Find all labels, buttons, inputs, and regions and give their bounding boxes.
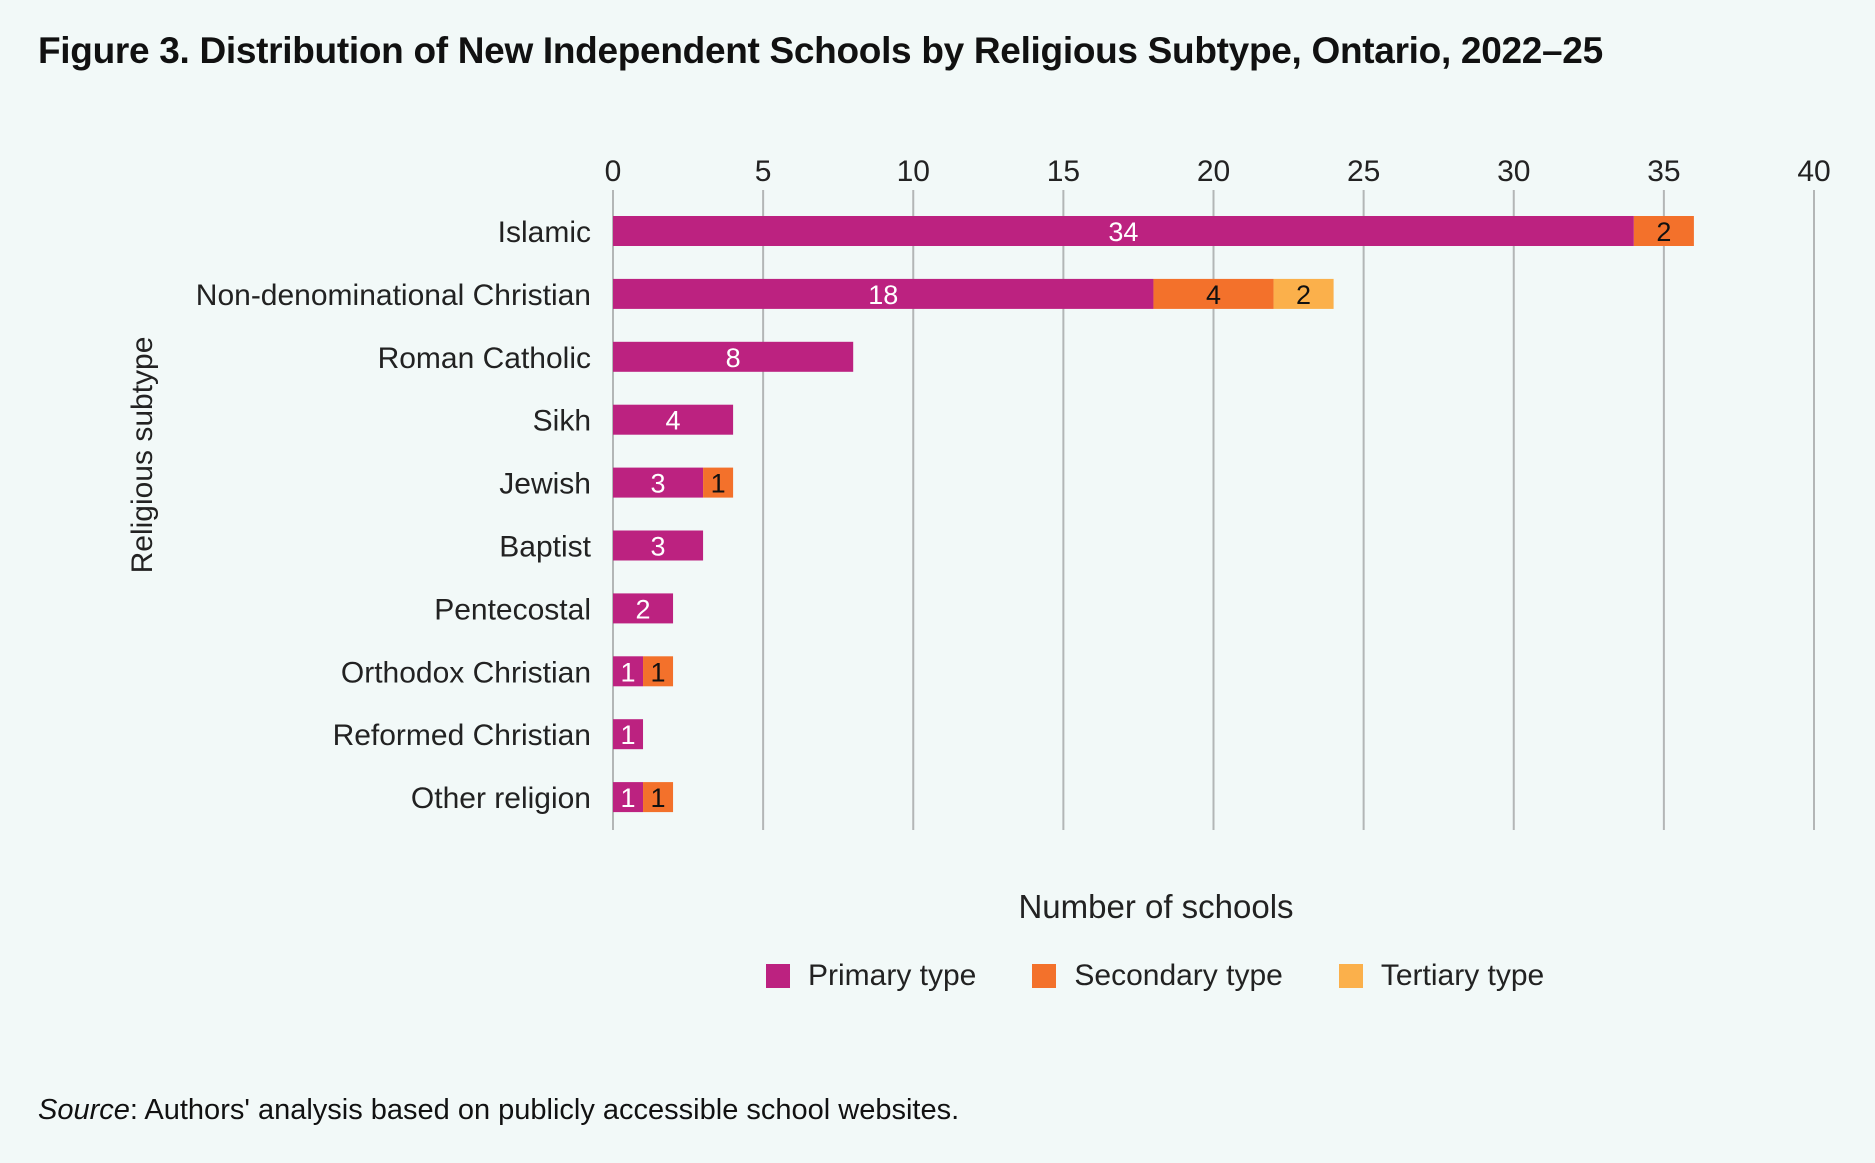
bar-segment: [613, 593, 674, 624]
data-label: 3: [651, 532, 666, 562]
bar-segment: [1273, 278, 1334, 309]
source-note: Source: Authors' analysis based on publi…: [38, 1094, 959, 1127]
legend-item-primary: Primary type: [766, 959, 976, 993]
data-label: 2: [1296, 280, 1311, 310]
x-tick-label: 10: [897, 155, 930, 188]
figure-title: Figure 3. Distribution of New Independen…: [38, 30, 1603, 71]
legend-label-secondary: Secondary type: [1074, 959, 1283, 992]
data-label: 34: [1108, 217, 1138, 247]
x-tick-label: 35: [1647, 155, 1680, 188]
legend-label-primary: Primary type: [808, 959, 977, 992]
category-label: Reformed Christian: [333, 719, 591, 752]
category-label: Jewish: [499, 468, 591, 501]
legend-swatch-tertiary: [1338, 964, 1363, 988]
category-label: Baptist: [499, 531, 591, 564]
x-tick-label: 25: [1347, 155, 1380, 188]
data-label: 1: [651, 657, 666, 687]
bar-segment: [613, 278, 1154, 309]
bar-segment: [613, 782, 644, 813]
data-label: 1: [620, 783, 635, 813]
x-tick-label: 20: [1197, 155, 1230, 188]
legend-label-tertiary: Tertiary type: [1380, 959, 1545, 992]
legend-swatch-primary: [766, 964, 790, 988]
x-axis-title: Number of schools: [1018, 888, 1293, 925]
data-label: 2: [636, 594, 651, 624]
bar-segment: [703, 467, 734, 498]
legend-item-tertiary: Tertiary type: [1338, 959, 1545, 993]
category-label: Orthodox Christian: [341, 656, 591, 689]
data-label: 2: [1656, 217, 1671, 247]
category-label: Sikh: [533, 405, 591, 438]
category-label: Roman Catholic: [378, 342, 591, 375]
data-label: 18: [868, 280, 898, 310]
x-tick-label: 30: [1497, 155, 1530, 188]
category-label: Islamic: [498, 216, 591, 249]
x-tick-label: 5: [755, 155, 772, 188]
bar-segment: [643, 656, 674, 687]
category-labels: Islamic Non-denominational Christian Roman…: [196, 216, 592, 815]
data-label: 4: [666, 406, 681, 436]
x-tick-label: 15: [1047, 155, 1080, 188]
bar-segment: [613, 341, 854, 372]
data-label: 1: [651, 783, 666, 813]
bar-segment: [613, 404, 734, 435]
data-label: 1: [620, 657, 635, 687]
bar-segment: [1153, 278, 1274, 309]
x-tick-label: 40: [1797, 155, 1830, 188]
y-axis-title: Religious subtype: [126, 337, 159, 574]
source-note-lead: Source: [38, 1094, 130, 1126]
x-axis-ticks: 0 5 10 15 20 25 30 35 40: [605, 155, 1831, 188]
source-note-text: : Authors' analysis based on publicly ac…: [129, 1094, 960, 1126]
data-label: 1: [711, 469, 726, 499]
bar-segment: [613, 467, 704, 498]
bar-segment: [613, 530, 704, 561]
legend-swatch-secondary: [1032, 964, 1057, 988]
bar-segment: [613, 656, 644, 687]
data-label: 4: [1206, 280, 1221, 310]
x-tick-label: 0: [605, 155, 622, 188]
bar-segment: [613, 719, 644, 750]
legend-item-secondary: Secondary type: [1032, 959, 1283, 993]
category-label: Other religion: [411, 782, 591, 815]
bar-segment: [613, 216, 1634, 246]
bar-segment: [1633, 216, 1694, 246]
data-label: 1: [620, 720, 635, 750]
legend: Primary type Secondary type Tertiary typ…: [766, 959, 1544, 993]
data-label: 8: [726, 343, 741, 373]
data-label: 3: [651, 469, 666, 499]
category-label: Non-denominational Christian: [196, 279, 591, 312]
bar-segment: [643, 782, 674, 813]
category-label: Pentecostal: [434, 593, 591, 626]
